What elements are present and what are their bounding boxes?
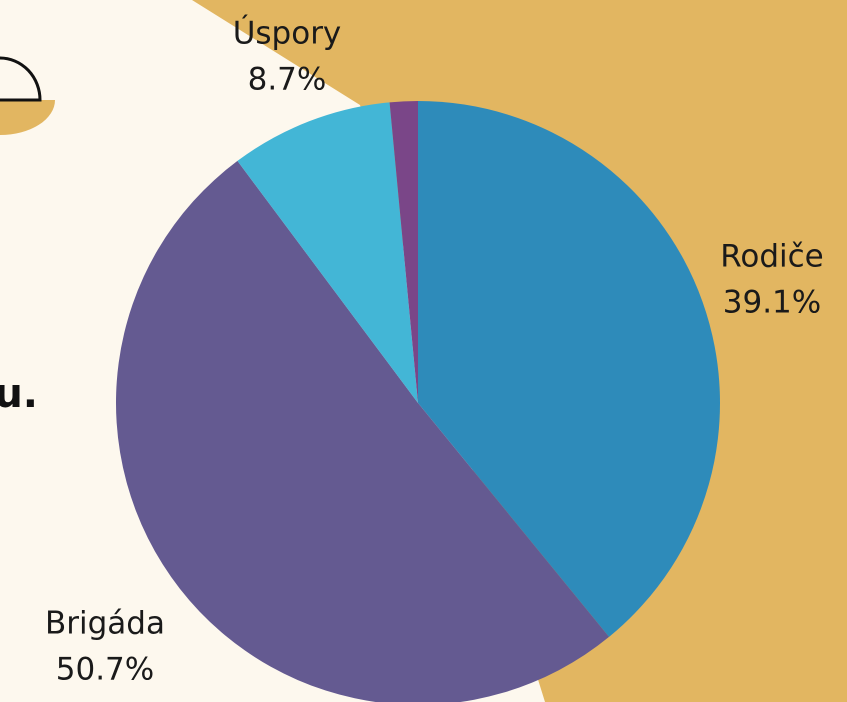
slice-value-label: 39.1% bbox=[723, 285, 821, 321]
pie-slice bbox=[418, 101, 720, 637]
decor-outline bbox=[0, 56, 42, 102]
pie-slice bbox=[237, 102, 418, 404]
slice-label: Brigáda bbox=[45, 606, 165, 642]
slice-label: Úspory bbox=[233, 15, 342, 52]
slice-value-label: 8.7% bbox=[248, 62, 327, 98]
slice-label: Rodiče bbox=[720, 239, 824, 275]
pie-slice bbox=[116, 160, 610, 702]
decor-shape bbox=[0, 100, 55, 135]
annotation: u. bbox=[0, 371, 38, 417]
pie-slice bbox=[389, 101, 418, 403]
slice-value-label: 50.7% bbox=[56, 652, 154, 688]
